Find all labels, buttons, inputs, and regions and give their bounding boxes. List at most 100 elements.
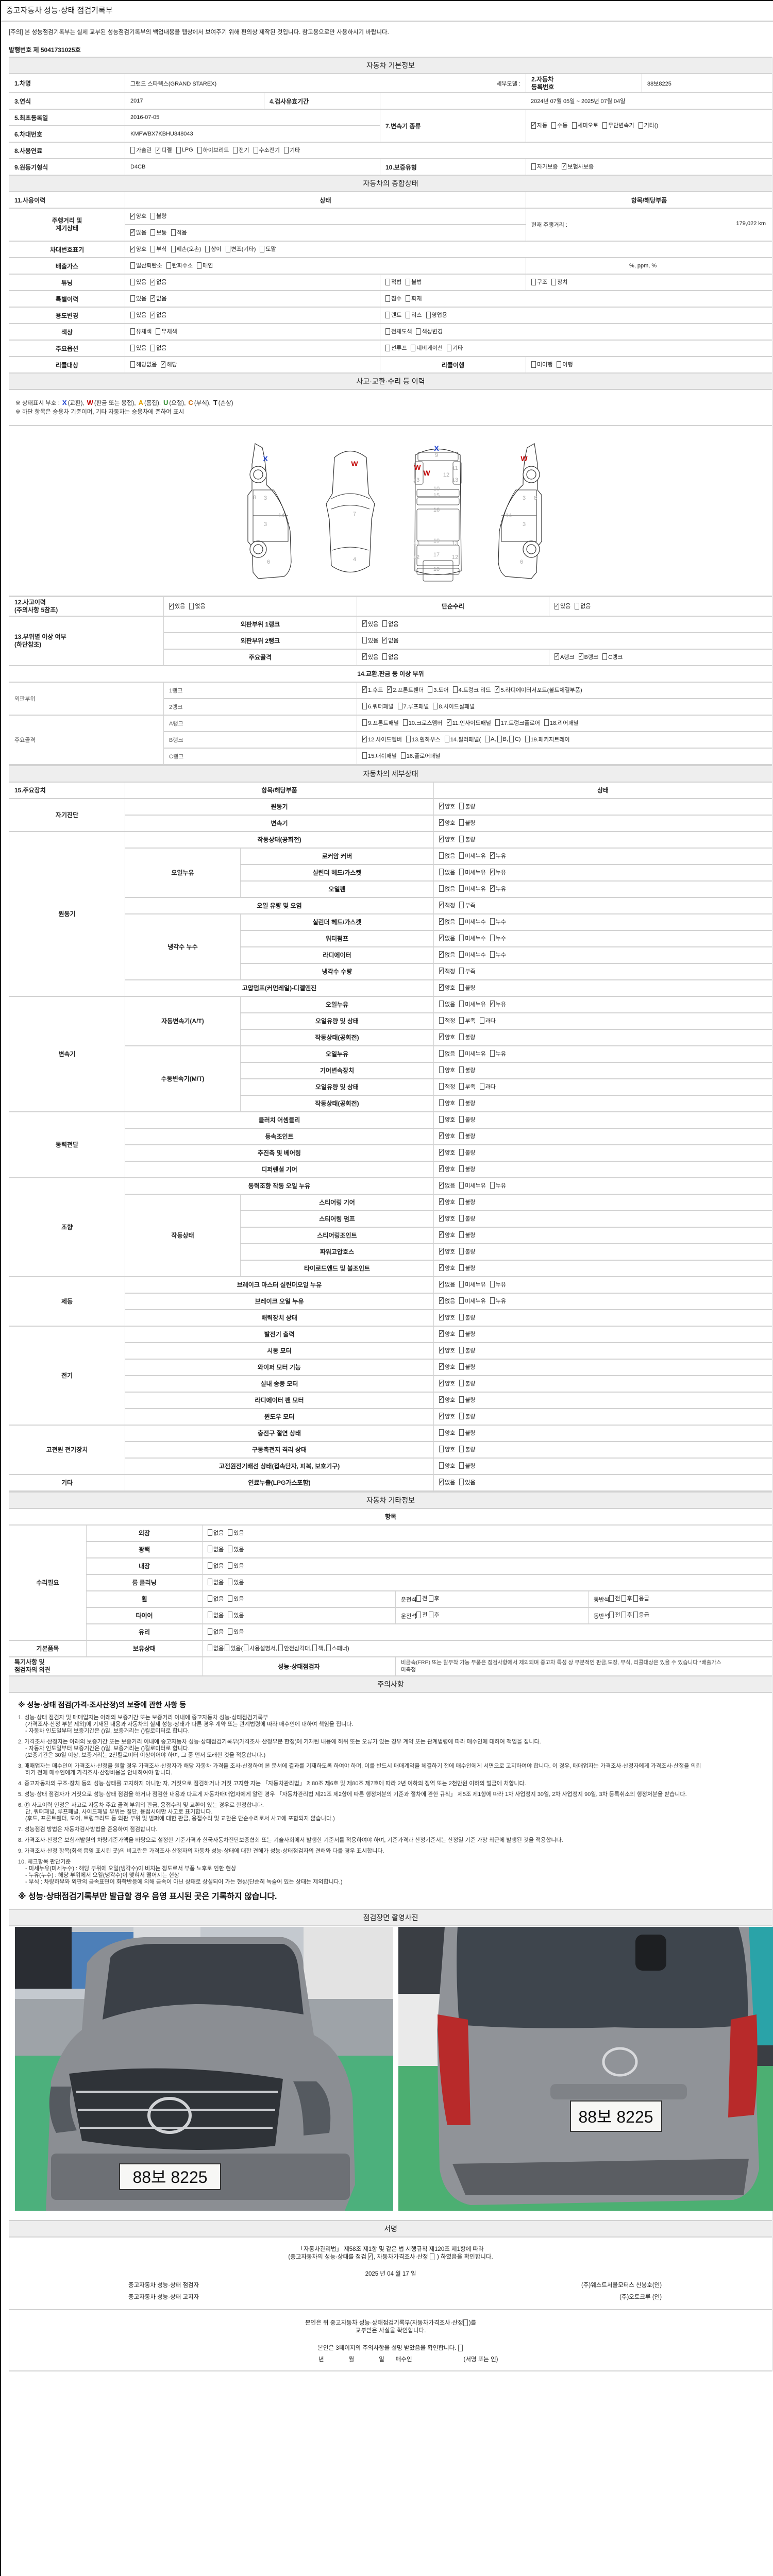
- checked-checkbox-icon[interactable]: [439, 901, 444, 909]
- checkbox-option[interactable]: 없음: [439, 1181, 455, 1190]
- checkbox-icon[interactable]: [433, 703, 438, 710]
- checkbox-option[interactable]: 불량: [459, 984, 476, 992]
- checkbox-icon[interactable]: [633, 1595, 638, 1602]
- checkbox-option[interactable]: 있음: [554, 602, 570, 610]
- checkbox-option[interactable]: 있음: [130, 278, 146, 286]
- checkbox-option[interactable]: 불법: [406, 278, 422, 286]
- checkbox-option[interactable]: 적정: [439, 967, 455, 975]
- checked-checkbox-icon[interactable]: [439, 1214, 444, 1222]
- checkbox-icon[interactable]: [459, 1264, 464, 1272]
- checkbox-option[interactable]: 수소전기: [253, 146, 280, 154]
- checkbox-option[interactable]: 스패너): [326, 1644, 349, 1652]
- checkbox-icon[interactable]: [208, 1546, 212, 1553]
- checkbox-icon[interactable]: [428, 1611, 433, 1618]
- checkbox-icon[interactable]: [416, 1611, 422, 1618]
- checkbox-option[interactable]: LPG: [176, 146, 193, 154]
- checkbox-icon[interactable]: [459, 918, 464, 925]
- checked-checkbox-icon[interactable]: [439, 1346, 444, 1354]
- checkbox-option[interactable]: 10.크로스멤버: [402, 719, 443, 727]
- checkbox-icon[interactable]: [459, 1132, 464, 1140]
- checkbox-icon[interactable]: [362, 703, 367, 710]
- checkbox-option[interactable]: 없음: [208, 1611, 224, 1619]
- checkbox-option[interactable]: 많음: [130, 228, 146, 236]
- checkbox-option[interactable]: 없음: [382, 636, 399, 645]
- checkbox-icon[interactable]: [326, 1645, 331, 1652]
- checkbox-option[interactable]: 과다: [479, 1082, 496, 1091]
- checkbox-icon[interactable]: [459, 1281, 464, 1288]
- checkbox-icon[interactable]: [233, 146, 238, 154]
- checkbox-icon[interactable]: [439, 1017, 444, 1024]
- checkbox-option[interactable]: 18.리어패널: [544, 719, 579, 727]
- checked-checkbox-icon[interactable]: [439, 1132, 444, 1140]
- checkbox-icon[interactable]: [253, 146, 258, 154]
- checkbox-option[interactable]: 5.라디에이터서포트(볼트체결부품): [495, 686, 582, 694]
- checkbox-icon[interactable]: [197, 262, 202, 269]
- checkbox-option[interactable]: 8.사이드실패널: [433, 702, 475, 710]
- checkbox-icon[interactable]: [544, 719, 549, 726]
- checked-checkbox-icon[interactable]: [439, 951, 444, 958]
- checkbox-icon[interactable]: [497, 736, 502, 743]
- checked-checkbox-icon[interactable]: [554, 602, 559, 609]
- checkbox-icon[interactable]: [459, 968, 464, 975]
- checkbox-option[interactable]: 불량: [459, 819, 476, 827]
- checkbox-icon[interactable]: [402, 719, 408, 726]
- checked-checkbox-icon[interactable]: [439, 1165, 444, 1173]
- checkbox-option[interactable]: 누유: [490, 1280, 506, 1289]
- checkbox-option[interactable]: 무채색: [156, 327, 177, 335]
- checkbox-icon[interactable]: [439, 1083, 444, 1090]
- checkbox-option[interactable]: 양호: [439, 1165, 455, 1173]
- checked-checkbox-icon[interactable]: [362, 686, 367, 693]
- checked-checkbox-icon[interactable]: [150, 311, 155, 318]
- checkbox-option[interactable]: 불량: [459, 1346, 476, 1354]
- checkbox-option[interactable]: 누유: [490, 1000, 506, 1008]
- checked-checkbox-icon[interactable]: [554, 653, 559, 660]
- checkbox-icon[interactable]: [459, 1149, 464, 1156]
- checkbox-icon[interactable]: [208, 1595, 212, 1602]
- checkbox-icon[interactable]: [197, 146, 202, 154]
- checkbox-option[interactable]: 미세누유: [459, 885, 486, 893]
- checkbox-icon[interactable]: [490, 935, 495, 942]
- checkbox-icon[interactable]: [459, 1017, 464, 1024]
- checkbox-icon[interactable]: [509, 736, 514, 743]
- checked-checkbox-icon[interactable]: [562, 163, 567, 170]
- checkbox-icon[interactable]: [621, 1595, 626, 1602]
- checkbox-option[interactable]: 무단변속기: [602, 121, 634, 129]
- checkbox-icon[interactable]: [490, 1182, 495, 1189]
- checkbox-option[interactable]: 미세누유: [459, 852, 486, 860]
- checkbox-option[interactable]: 불량: [459, 1264, 476, 1272]
- checkbox-icon[interactable]: [208, 1579, 212, 1586]
- checkbox-option[interactable]: 있음: [228, 1578, 244, 1586]
- checkbox-icon[interactable]: [244, 1645, 249, 1652]
- checkbox-option[interactable]: 미세누유: [459, 1049, 486, 1058]
- checkbox-option[interactable]: 없음: [208, 1644, 224, 1652]
- checkbox-icon[interactable]: [459, 803, 464, 810]
- checkbox-icon[interactable]: [490, 1297, 495, 1304]
- checkbox-icon[interactable]: [602, 122, 607, 129]
- checkbox-icon[interactable]: [621, 1611, 626, 1618]
- checkbox-option[interactable]: 없음: [382, 653, 399, 661]
- checkbox-icon[interactable]: [490, 918, 495, 925]
- checkbox-option[interactable]: 없음: [439, 918, 455, 926]
- checkbox-option[interactable]: 전: [609, 1594, 620, 1602]
- checkbox-icon[interactable]: [633, 1611, 638, 1618]
- checkbox-option[interactable]: 부식: [150, 245, 167, 253]
- checkbox-option[interactable]: 없음: [439, 1280, 455, 1289]
- checkbox-icon[interactable]: [459, 1462, 464, 1469]
- checkbox-option[interactable]: 불량: [459, 1132, 476, 1140]
- checkbox-option[interactable]: 장치: [551, 278, 568, 286]
- checkbox-option[interactable]: 있음: [362, 653, 378, 661]
- checkbox-icon[interactable]: [572, 122, 577, 129]
- checkbox-option[interactable]: 11.인사이드패널: [446, 719, 491, 727]
- checked-checkbox-icon[interactable]: [439, 1478, 444, 1486]
- checkbox-option[interactable]: 양호: [439, 1412, 455, 1420]
- checkbox-icon[interactable]: [459, 902, 464, 909]
- checkbox-icon[interactable]: [382, 620, 388, 628]
- checkbox-icon[interactable]: [228, 1612, 233, 1619]
- checkbox-option[interactable]: 불량: [459, 1115, 476, 1124]
- checked-checkbox-icon[interactable]: [382, 636, 387, 644]
- checkbox-icon[interactable]: [150, 212, 156, 219]
- checkbox-option[interactable]: 양호: [439, 1231, 455, 1239]
- checkbox-icon[interactable]: [459, 1182, 464, 1189]
- checkbox-option[interactable]: 불량: [459, 1429, 476, 1437]
- checkbox-option[interactable]: 가솔린: [130, 146, 152, 154]
